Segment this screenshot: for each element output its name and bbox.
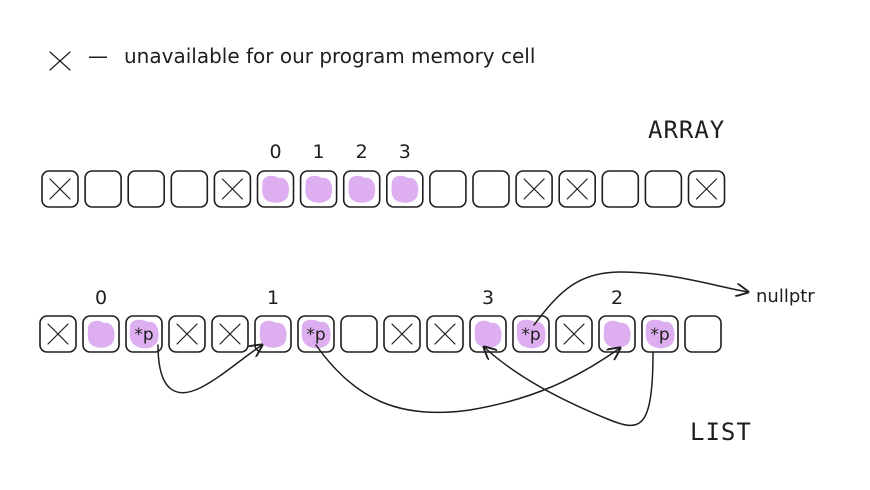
array-index-label: 1	[313, 141, 325, 163]
list-cell-12	[555, 315, 593, 353]
list-cell-14: *p	[641, 315, 679, 353]
cross-icon	[434, 323, 456, 345]
list-cell-2: *p	[125, 315, 163, 353]
pointer-label: *p	[306, 325, 325, 345]
nullptr-label: nullptr	[756, 286, 815, 307]
filled-blob	[262, 175, 290, 203]
list-index-label: 1	[267, 287, 279, 309]
array-cell-8: 3	[385, 141, 424, 208]
list-index-label: 0	[95, 287, 107, 309]
list-index-label: 2	[611, 287, 623, 309]
pointer-blob	[301, 319, 331, 349]
array-index-label: 0	[269, 141, 281, 163]
array-cell-0	[41, 170, 79, 208]
list-cell-4	[211, 315, 249, 353]
list-cell-3	[168, 315, 206, 353]
list-cell-0	[39, 315, 77, 353]
list-cell-1: 0	[82, 287, 120, 353]
array-cell-10	[472, 170, 510, 208]
array-cell-1	[84, 170, 122, 208]
pointer-blob	[516, 319, 546, 349]
cross-icon	[695, 178, 718, 200]
filled-blob	[305, 175, 333, 203]
array-index-label: 3	[399, 141, 411, 163]
list-cell-5: 1	[254, 287, 292, 353]
array-index-label: 2	[356, 141, 368, 163]
list-cell-box	[340, 315, 378, 353]
array-cell-14	[644, 170, 683, 208]
filled-blob	[259, 320, 287, 348]
cross-icon	[176, 323, 198, 345]
array-cell-2	[127, 170, 165, 208]
list-cell-9	[426, 315, 464, 353]
array-cell-box	[601, 170, 640, 208]
link-arrow-0-to-1	[157, 345, 262, 394]
cross-icon	[49, 51, 71, 71]
array-cell-6: 1	[299, 141, 338, 208]
list-cell-13: 2	[598, 287, 636, 353]
array-cell-4	[213, 170, 252, 208]
array-cell-7: 2	[342, 141, 381, 208]
list-cell-6: *p	[297, 315, 335, 353]
array-cell-box	[127, 170, 165, 208]
array-cell-box	[170, 170, 209, 208]
legend: — unavailable for our program memory cel…	[49, 44, 535, 71]
array-cell-box	[84, 170, 122, 208]
link-arrow-3-to-null	[533, 271, 748, 326]
array-cell-5: 0	[256, 141, 295, 208]
array-title: ARRAY	[648, 116, 725, 144]
list-arrows: nullptr	[157, 271, 815, 427]
array-cell-11	[515, 170, 553, 208]
cross-icon	[391, 323, 413, 345]
array-cell-12	[558, 170, 597, 208]
filled-blob	[87, 320, 115, 348]
cross-icon	[566, 178, 588, 200]
cross-icon	[221, 178, 243, 200]
list-cell-box	[684, 315, 722, 353]
cross-icon	[563, 323, 585, 345]
legend-dash: —	[88, 44, 108, 68]
array-cell-box	[472, 170, 510, 208]
list-title: LIST	[690, 418, 752, 446]
pointer-label: *p	[521, 325, 540, 345]
list-cell-15	[684, 315, 722, 353]
pointer-blob	[129, 319, 159, 349]
array-cell-13	[601, 170, 640, 208]
array-row: 0 1 2 3	[41, 141, 726, 208]
list-row: 0 *p 1 *p 3 *p 2 *p	[39, 287, 722, 353]
cross-icon	[49, 178, 71, 200]
cross-icon	[47, 323, 69, 345]
pointer-blob	[645, 319, 675, 349]
filled-blob	[474, 320, 502, 348]
legend-text: unavailable for our program memory cell	[124, 44, 535, 68]
filled-blob	[391, 175, 419, 203]
filled-blob	[348, 175, 376, 203]
pointer-label: *p	[134, 325, 153, 345]
array-cell-box	[644, 170, 683, 208]
list-cell-8	[383, 315, 421, 353]
array-cell-9	[429, 170, 467, 208]
filled-blob	[603, 320, 631, 348]
array-cell-3	[170, 170, 209, 208]
link-arrow-2-to-3	[484, 347, 654, 427]
array-cell-15	[687, 170, 726, 208]
list-cell-11: *p	[512, 315, 550, 353]
list-cell-10: 3	[469, 287, 507, 353]
list-index-label: 3	[482, 287, 494, 309]
link-arrow-1-to-2	[315, 344, 620, 414]
cross-icon	[523, 178, 545, 200]
array-cell-box	[429, 170, 467, 208]
cross-icon	[219, 323, 241, 345]
pointer-label: *p	[650, 325, 669, 345]
list-cell-7	[340, 315, 378, 353]
